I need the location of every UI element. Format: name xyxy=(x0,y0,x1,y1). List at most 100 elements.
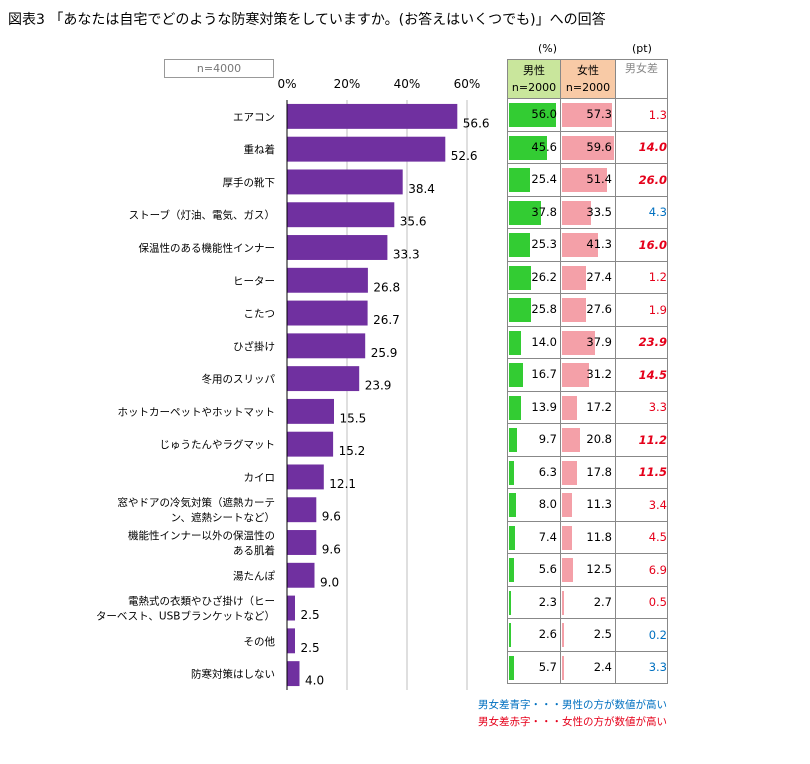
category-label: 防寒対策はしない xyxy=(191,668,275,681)
bar xyxy=(287,136,446,162)
male-bar xyxy=(509,428,518,452)
table-row: 8.0 11.3 3.4 xyxy=(507,488,668,522)
male-cell: 9.7 xyxy=(507,423,561,457)
table-row: 26.2 27.4 1.2 xyxy=(507,260,668,294)
category-label: その他 xyxy=(244,635,276,648)
data-label: 9.6 xyxy=(322,543,341,557)
diff-value: 14.0 xyxy=(615,130,668,164)
table-row: 2.6 2.5 0.2 xyxy=(507,618,668,652)
female-bar xyxy=(562,525,573,550)
female-bar xyxy=(562,395,577,420)
male-cell: 5.6 xyxy=(507,553,561,587)
female-bar xyxy=(562,233,598,257)
female-cell: 17.8 xyxy=(560,455,616,489)
diff-value: 3.3 xyxy=(615,650,668,684)
diff-value: 3.4 xyxy=(615,488,668,522)
male-value: 37.8 xyxy=(531,204,557,219)
bar xyxy=(287,267,368,293)
male-bar xyxy=(509,525,516,550)
bar xyxy=(287,497,317,523)
bar xyxy=(287,628,295,654)
category-label: ヒーター xyxy=(233,275,275,287)
male-cell: 7.4 xyxy=(507,520,561,554)
diff-value: 26.0 xyxy=(615,163,668,197)
diff-value: 0.5 xyxy=(615,585,668,619)
female-header: 女性 n=2000 xyxy=(560,59,616,99)
table-row: 37.8 33.5 4.3 xyxy=(507,195,668,229)
table-row: 25.3 41.3 16.0 xyxy=(507,228,668,262)
diff-value: 14.5 xyxy=(615,358,668,392)
category-label: ターベスト、USBブランケットなど） xyxy=(96,610,275,623)
female-cell: 17.2 xyxy=(560,390,616,424)
female-bar xyxy=(562,363,590,387)
category-label: ひざ掛け xyxy=(233,340,275,353)
female-bar xyxy=(562,330,595,355)
male-bar xyxy=(509,103,556,127)
diff-value: 6.9 xyxy=(615,553,668,587)
bar xyxy=(287,103,458,129)
female-cell: 27.6 xyxy=(560,293,616,327)
diff-value: 1.2 xyxy=(615,260,668,294)
x-tick-label: 40% xyxy=(394,77,421,91)
category-label: カイロ xyxy=(244,472,276,484)
female-bar xyxy=(562,103,612,127)
male-bar xyxy=(509,330,521,355)
male-cell: 45.6 xyxy=(507,130,561,164)
female-cell: 2.7 xyxy=(560,585,616,619)
table-row: 13.9 17.2 3.3 xyxy=(507,390,668,424)
female-cell: 27.4 xyxy=(560,260,616,294)
diff-value: 16.0 xyxy=(615,228,668,262)
male-bar xyxy=(509,395,521,420)
female-bar xyxy=(562,265,586,290)
female-cell: 2.5 xyxy=(560,618,616,652)
table-row: 25.4 51.4 26.0 xyxy=(507,163,668,197)
bar xyxy=(287,169,403,195)
chart-title: 図表3 「あなたは自宅でどのような防寒対策をしていますか。(お答えはいくつでも)… xyxy=(8,12,606,28)
data-label: 26.7 xyxy=(373,313,400,327)
diff-value: 4.5 xyxy=(615,520,668,554)
male-header: 男性 n=2000 xyxy=(507,59,561,99)
male-value: 25.3 xyxy=(531,237,557,251)
table-row: 56.0 57.3 1.3 xyxy=(507,98,668,132)
male-bar xyxy=(509,363,523,387)
female-value: 57.3 xyxy=(586,107,612,121)
male-value: 5.6 xyxy=(538,562,557,576)
data-label: 12.1 xyxy=(329,477,356,491)
male-cell: 16.7 xyxy=(507,358,561,392)
category-label: 湯たんぽ xyxy=(233,570,275,582)
category-label: 厚手の靴下 xyxy=(223,176,276,189)
bar xyxy=(287,661,300,687)
male-value: 25.4 xyxy=(531,172,557,186)
female-value: 27.4 xyxy=(586,269,612,284)
diff-value: 11.5 xyxy=(615,455,668,489)
female-cell: 31.2 xyxy=(560,358,616,392)
female-bar xyxy=(562,168,607,192)
male-value: 13.9 xyxy=(531,399,557,414)
male-cell: 8.0 xyxy=(507,488,561,522)
category-label: ン、遮熱シートなど） xyxy=(171,511,275,524)
bar xyxy=(287,562,315,588)
male-bar xyxy=(509,493,516,517)
note-red: 男女差赤字・・・女性の方が数値が高い xyxy=(478,716,667,728)
category-label: 冬用のスリッパ xyxy=(202,373,276,386)
diff-value: 23.9 xyxy=(615,325,668,359)
male-cell: 56.0 xyxy=(507,98,561,132)
bar xyxy=(287,530,317,555)
female-cell: 12.5 xyxy=(560,553,616,587)
male-cell: 37.8 xyxy=(507,195,561,229)
female-cell: 33.5 xyxy=(560,195,616,229)
category-label: 電熱式の衣類やひざ掛け（ヒー xyxy=(128,595,275,608)
data-label: 26.8 xyxy=(373,280,400,294)
table-row: 25.8 27.6 1.9 xyxy=(507,293,668,327)
data-label: 2.5 xyxy=(301,608,320,622)
female-cell: 2.4 xyxy=(560,650,616,684)
male-bar xyxy=(509,558,514,582)
female-bar xyxy=(562,460,578,485)
category-label: こたつ xyxy=(244,308,276,320)
table-row: 45.6 59.6 14.0 xyxy=(507,130,668,164)
data-label: 9.0 xyxy=(320,575,339,589)
male-bar xyxy=(509,168,531,192)
bar xyxy=(287,464,324,490)
bar xyxy=(287,202,395,228)
male-cell: 25.4 xyxy=(507,163,561,197)
